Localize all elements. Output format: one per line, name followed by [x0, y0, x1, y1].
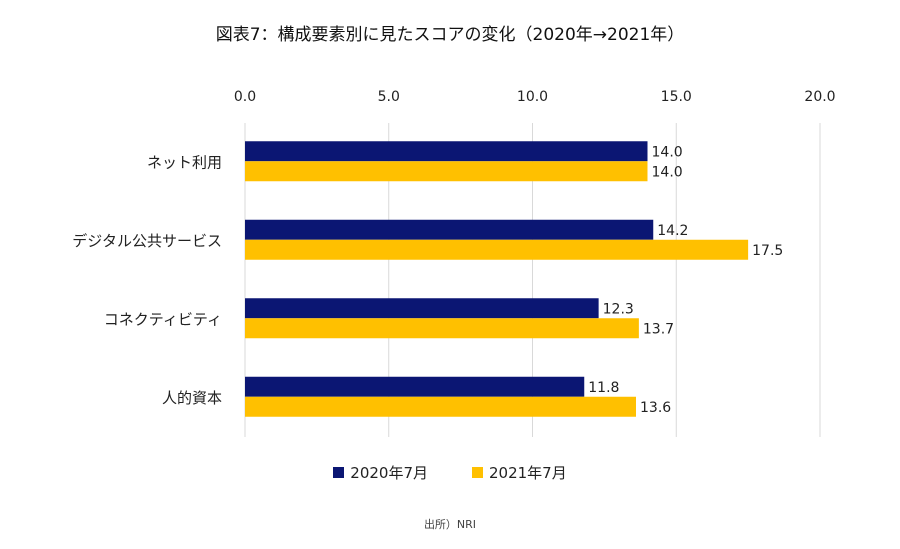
bar [245, 396, 636, 417]
x-tick-label: 10.0 [517, 89, 548, 105]
bar [245, 219, 654, 240]
data-label: 13.6 [640, 400, 671, 416]
legend-swatch-2021 [472, 467, 483, 478]
x-tick-label: 20.0 [804, 89, 835, 105]
data-label: 17.5 [752, 243, 783, 259]
bar [245, 298, 599, 319]
legend-swatch-2020 [333, 467, 345, 478]
source-note: 出所）NRI [423, 518, 477, 531]
data-label: 14.0 [652, 164, 683, 180]
bar [245, 376, 585, 397]
data-label: 13.7 [643, 321, 674, 337]
x-tick-label: 5.0 [378, 89, 400, 105]
category-label: ネット利用 [147, 153, 222, 171]
bar [245, 161, 648, 182]
bar [245, 318, 639, 339]
bar [245, 239, 749, 260]
data-label: 14.2 [657, 223, 688, 239]
x-tick-label: 0.0 [234, 89, 256, 105]
legend: 2020年7月 2021年7月 [0, 462, 900, 483]
category-label: デジタル公共サービス [72, 232, 222, 250]
category-label: コネクティビティ [104, 310, 222, 328]
data-label: 11.8 [588, 380, 619, 396]
data-label: 14.0 [652, 144, 683, 160]
category-label: 人的資本 [162, 389, 222, 407]
legend-item-2020: 2020年7月 [333, 462, 428, 483]
legend-label-2021: 2021年7月 [489, 464, 567, 482]
bar [245, 141, 648, 162]
x-tick-label: 15.0 [661, 89, 692, 105]
legend-item-2021: 2021年7月 [472, 462, 567, 483]
chart-title: 図表7：構成要素別に見たスコアの変化（2020年→2021年） [215, 25, 685, 45]
legend-label-2020: 2020年7月 [350, 464, 428, 482]
data-label: 12.3 [603, 301, 634, 317]
